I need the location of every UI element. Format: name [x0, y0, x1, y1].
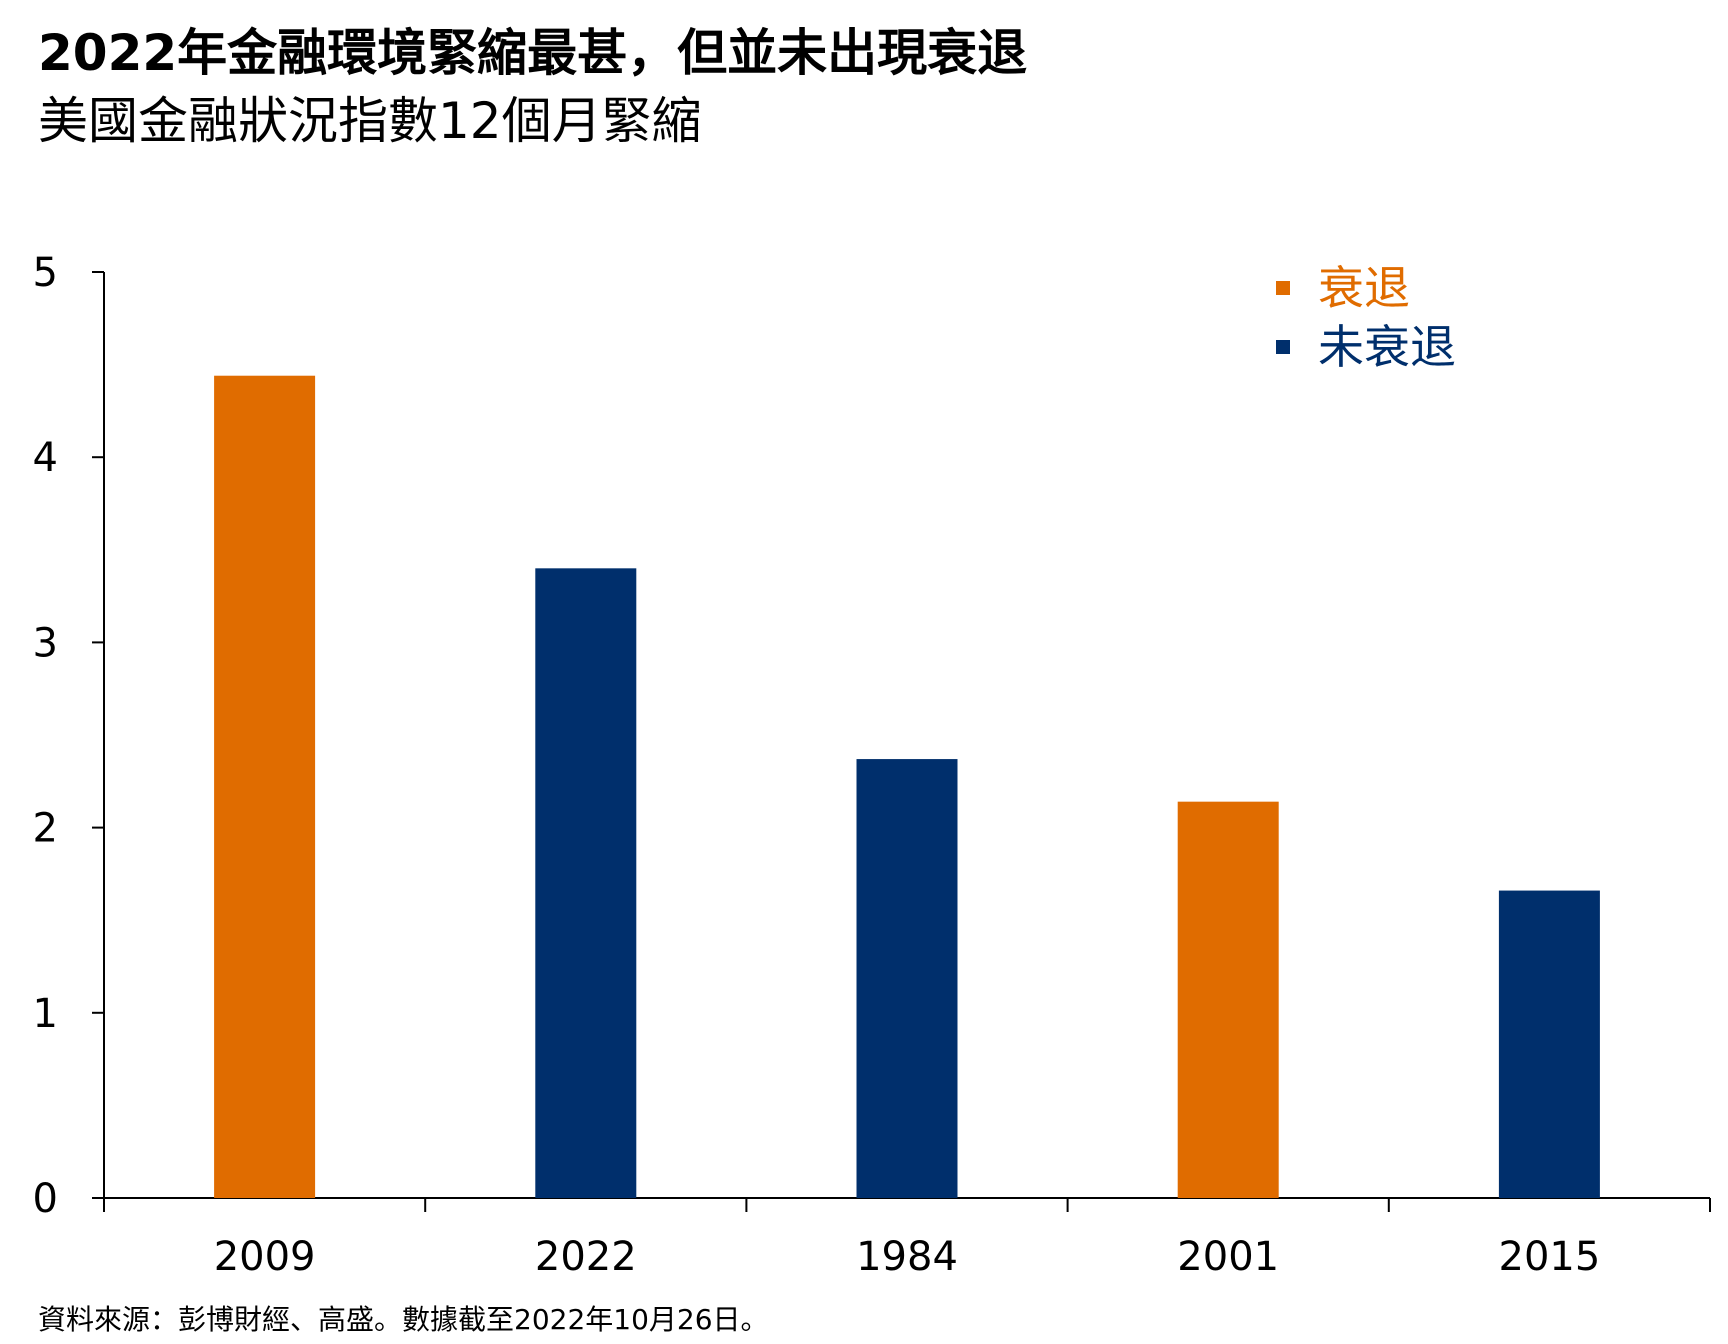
legend-label-no_recession: 未衰退 [1318, 320, 1456, 374]
x-tick-label: 2022 [535, 1234, 637, 1280]
x-tick-label: 2009 [214, 1234, 316, 1280]
source-note: 資料來源：彭博財經、高盛。數據截至2022年10月26日。 [38, 1303, 769, 1336]
legend-label-recession: 衰退 [1318, 261, 1410, 315]
y-tick-label: 2 [33, 806, 58, 852]
x-tick-label: 2001 [1177, 1234, 1279, 1280]
legend-swatch-recession [1276, 281, 1290, 295]
bar-2022 [535, 568, 637, 1198]
bar-2001 [1177, 801, 1279, 1198]
y-tick-label: 1 [33, 991, 58, 1037]
bar-2015 [1498, 890, 1600, 1198]
y-tick-label: 0 [33, 1176, 58, 1222]
bar-2009 [214, 375, 316, 1198]
legend-swatch-no_recession [1276, 340, 1290, 354]
y-tick-label: 5 [33, 250, 58, 296]
x-tick-label: 2015 [1499, 1234, 1601, 1280]
chart-title: 2022年金融環境緊縮最甚，但並未出現衰退 [38, 24, 1028, 82]
x-tick-label: 1984 [856, 1234, 958, 1280]
y-tick-label: 4 [33, 435, 58, 481]
chart-subtitle: 美國金融狀況指數12個月緊縮 [38, 92, 702, 150]
bar-1984 [856, 759, 958, 1198]
y-tick-label: 3 [33, 620, 58, 666]
